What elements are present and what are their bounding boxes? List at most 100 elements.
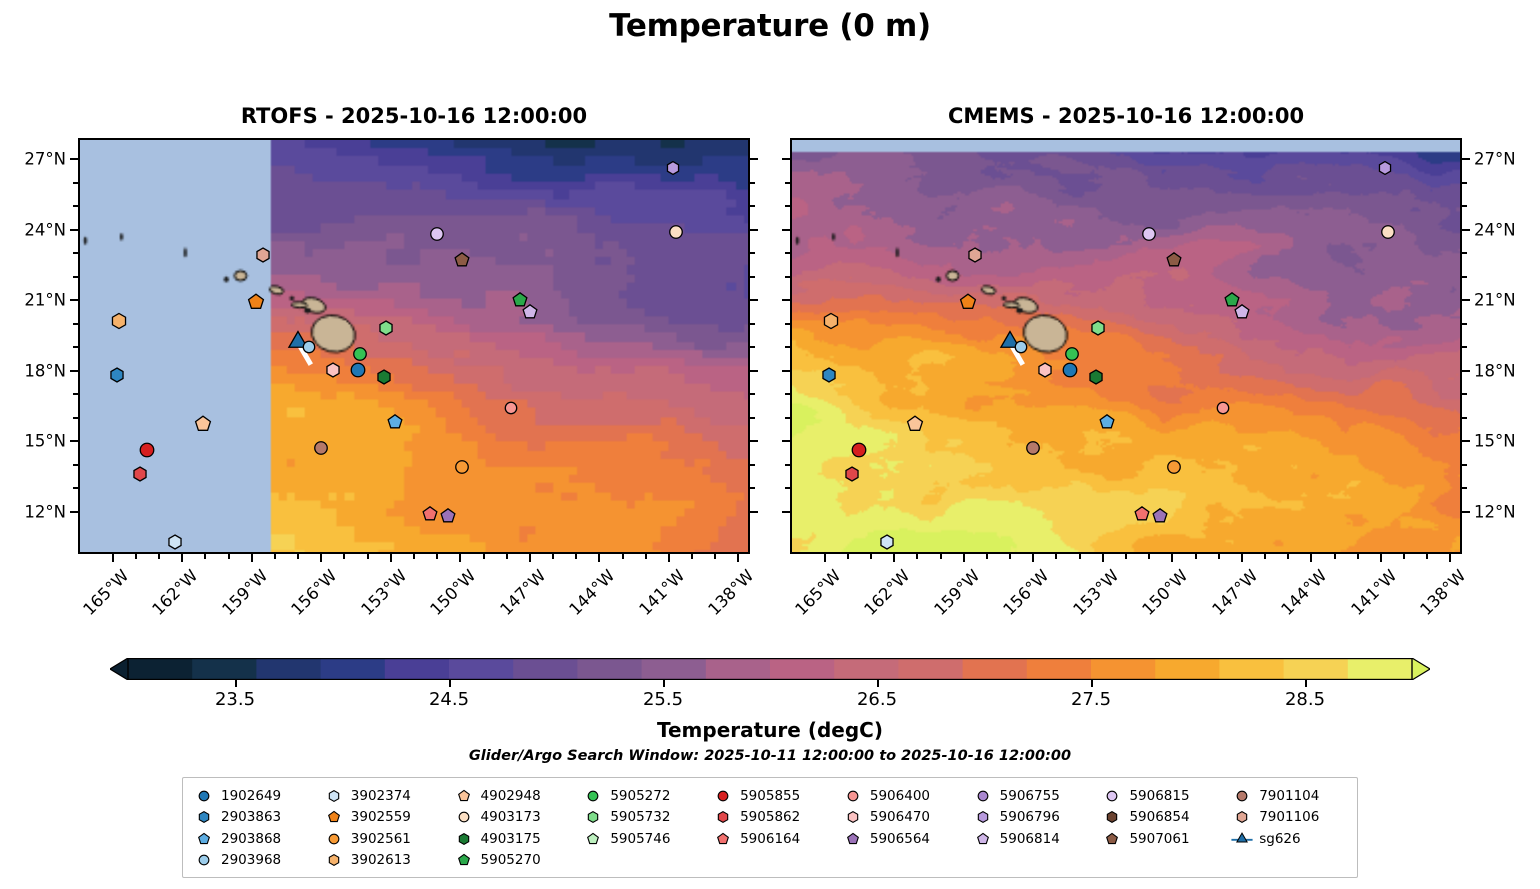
argo-marker-3902559[interactable] <box>241 287 271 317</box>
argo-marker-5905732[interactable] <box>1084 314 1112 342</box>
argo-marker-5906815[interactable] <box>423 220 451 248</box>
legend-item-5906854[interactable]: 5906854 <box>1101 807 1217 829</box>
argo-marker-5905855[interactable] <box>132 435 162 465</box>
argo-marker-2903863[interactable] <box>103 361 131 389</box>
argo-marker-2903868[interactable] <box>381 408 409 436</box>
legend-item-3902374[interactable]: 3902374 <box>323 785 439 807</box>
argo-marker-5905270[interactable] <box>1218 286 1246 314</box>
legend-item-1902649[interactable]: 1902649 <box>193 785 309 807</box>
legend-item-5905746[interactable]: 5905746 <box>582 828 698 850</box>
ytick-minor <box>750 275 755 278</box>
ytick-label: 21°N <box>24 290 66 310</box>
argo-marker-4903173[interactable] <box>1374 218 1402 246</box>
legend-item-7901104[interactable]: 7901104 <box>1231 785 1347 807</box>
argo-marker-sg626[interactable] <box>281 325 315 359</box>
legend-item-5906164[interactable]: 5906164 <box>712 828 828 850</box>
legend-item-5905270[interactable]: 5905270 <box>453 850 569 872</box>
argo-marker-3902613[interactable] <box>816 306 846 336</box>
argo-marker-5906164[interactable] <box>1128 500 1156 528</box>
argo-marker-5906814[interactable] <box>516 298 544 326</box>
argo-marker-2903968[interactable] <box>1008 334 1034 360</box>
argo-marker-5906564[interactable] <box>434 502 462 530</box>
argo-marker-5905855[interactable] <box>844 435 874 465</box>
map-axes-rtofs[interactable] <box>78 138 750 554</box>
argo-marker-7901106[interactable] <box>249 241 277 269</box>
legend-item-3902613[interactable]: 3902613 <box>323 850 439 872</box>
argo-marker-4903173[interactable] <box>662 218 690 246</box>
argo-marker-1902649[interactable] <box>343 355 373 385</box>
legend-item-5906755[interactable]: 5906755 <box>972 785 1088 807</box>
argo-marker-sg626[interactable] <box>993 325 1027 359</box>
ytick-minor <box>1462 252 1467 255</box>
argo-marker-5906400[interactable] <box>498 395 524 421</box>
legend-item-4903175[interactable]: 4903175 <box>453 828 569 850</box>
map-axes-cmems[interactable] <box>790 138 1462 554</box>
argo-marker-5906814[interactable] <box>1228 298 1256 326</box>
argo-marker-5907061[interactable] <box>1160 246 1188 274</box>
argo-marker-5906564[interactable] <box>1146 502 1174 530</box>
argo-marker-3902374[interactable] <box>161 528 189 552</box>
argo-marker-5906470[interactable] <box>319 356 347 384</box>
xtick-minor <box>939 554 942 559</box>
legend-item-2903968[interactable]: 2903968 <box>193 850 309 872</box>
argo-marker-7901104[interactable] <box>307 434 335 462</box>
argo-marker-3902559[interactable] <box>953 287 983 317</box>
xtick-minor <box>1356 554 1359 559</box>
xtick-minor <box>552 554 555 559</box>
legend-item-3902561[interactable]: 3902561 <box>323 828 439 850</box>
legend-item-3902559[interactable]: 3902559 <box>323 807 439 829</box>
argo-marker-7901106[interactable] <box>961 241 989 269</box>
argo-marker-1902649[interactable] <box>1055 355 1085 385</box>
argo-marker-7901104[interactable] <box>1019 434 1047 462</box>
argo-marker-5905732[interactable] <box>372 314 400 342</box>
argo-marker-5905862[interactable] <box>838 460 866 488</box>
legend-item-5905272[interactable]: 5905272 <box>582 785 698 807</box>
argo-glider-legend[interactable]: 1902649 2903863 2903868 2903968 3902374 39025… <box>182 777 1358 878</box>
argo-marker-2903863[interactable] <box>815 361 843 389</box>
argo-marker-5905862[interactable] <box>126 460 154 488</box>
legend-marker-pentagon-icon <box>842 826 864 852</box>
argo-marker-5905272[interactable] <box>346 340 374 368</box>
argo-marker-3902374[interactable] <box>873 528 901 552</box>
argo-marker-2903868[interactable] <box>1093 408 1121 436</box>
legend-item-4902948[interactable]: 4902948 <box>453 785 569 807</box>
argo-marker-4903175[interactable] <box>1082 363 1110 391</box>
argo-marker-5906815[interactable] <box>1135 220 1163 248</box>
argo-marker-5905270[interactable] <box>506 286 534 314</box>
argo-marker-3902561[interactable] <box>448 453 476 481</box>
legend-item-5905855[interactable]: 5905855 <box>712 785 828 807</box>
argo-marker-4903175[interactable] <box>370 363 398 391</box>
argo-marker-5906470[interactable] <box>1031 356 1059 384</box>
argo-marker-5906796[interactable] <box>1372 155 1398 181</box>
xtick-label: 144°W <box>1277 566 1331 620</box>
argo-marker-5905272[interactable] <box>1058 340 1086 368</box>
legend-item-5906815[interactable]: 5906815 <box>1101 785 1217 807</box>
argo-marker-3902561[interactable] <box>1160 453 1188 481</box>
argo-marker-4902948[interactable] <box>900 409 930 439</box>
xtick-major <box>1379 554 1382 562</box>
xtick-label: 156°W <box>287 566 341 620</box>
legend-item-5905732[interactable]: 5905732 <box>582 807 698 829</box>
legend-label: 4903175 <box>480 830 541 847</box>
argo-marker-5907061[interactable] <box>448 246 476 274</box>
legend-item-4903173[interactable]: 4903173 <box>453 807 569 829</box>
legend-item-5906814[interactable]: 5906814 <box>972 828 1088 850</box>
legend-item-5906400[interactable]: 5906400 <box>842 785 958 807</box>
legend-item-5906470[interactable]: 5906470 <box>842 807 958 829</box>
marker-overlay-rtofs <box>80 140 748 552</box>
argo-marker-5906796[interactable] <box>660 155 686 181</box>
legend-item-2903863[interactable]: 2903863 <box>193 807 309 829</box>
legend-item-5907061[interactable]: 5907061 <box>1101 828 1217 850</box>
argo-marker-4902948[interactable] <box>188 409 218 439</box>
legend-item-7901106[interactable]: 7901106 <box>1231 807 1347 829</box>
argo-marker-5906400[interactable] <box>1210 395 1236 421</box>
legend-item-sg626[interactable]: sg626 <box>1231 828 1347 850</box>
ytick-minor <box>1462 487 1467 490</box>
argo-marker-2903968[interactable] <box>296 334 322 360</box>
legend-item-5906564[interactable]: 5906564 <box>842 828 958 850</box>
argo-marker-3902613[interactable] <box>104 306 134 336</box>
argo-marker-5906164[interactable] <box>416 500 444 528</box>
legend-item-5905862[interactable]: 5905862 <box>712 807 828 829</box>
legend-item-5906796[interactable]: 5906796 <box>972 807 1088 829</box>
legend-item-2903868[interactable]: 2903868 <box>193 828 309 850</box>
